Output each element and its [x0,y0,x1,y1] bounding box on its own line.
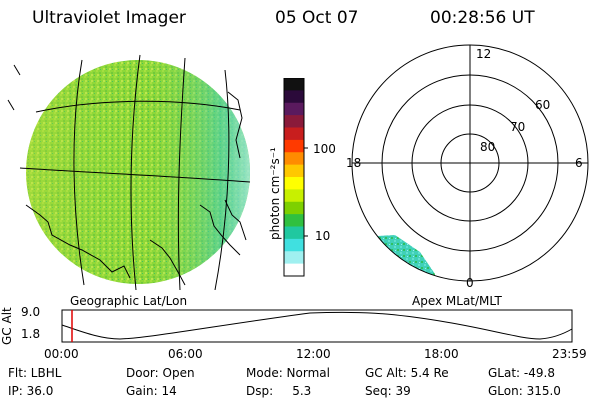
info-dsp: Dsp: 5.3 [246,384,312,398]
colorbar-segment [284,127,304,141]
colorbar-segment [284,226,304,240]
colorbar-segment [284,102,304,116]
time: 00:28:56 UT [430,8,535,28]
date: 05 Oct 07 [275,8,359,28]
colorbar-segment [284,251,304,265]
colorbar [283,78,308,277]
globe-disk [26,60,250,284]
altitude-xtick-4: 23:59 [552,347,587,361]
mlat-label-80: 80 [480,140,496,154]
info-mode: Mode: Normal [246,366,330,380]
info-ip: IP: 36.0 [8,384,54,398]
info-glat: GLat: -49.8 [488,366,555,380]
globe-image [7,54,251,290]
colorbar-segment [284,189,304,203]
colorbar-tick-label-10: 10 [315,229,331,243]
mlt-label-18: 18 [346,156,362,170]
colorbar-segment [284,164,304,178]
colorbar-segment [284,238,304,252]
colorbar-segment [284,78,304,91]
altitude-ytick-1.8: 1.8 [21,327,41,341]
altitude-plot-frame [61,309,573,343]
colorbar-segment [284,139,304,153]
altitude-ylabel: GC Alt [0,307,14,345]
coastlines [7,64,247,286]
info-gain: Gain: 14 [126,384,177,398]
title: Ultraviolet Imager [32,8,186,28]
lat-lon-grid [19,54,251,290]
mlt-label-12: 12 [476,47,492,61]
mlat-label-70: 70 [510,120,526,134]
altitude-xtick-3: 18:00 [424,347,459,361]
info-door: Door: Open [126,366,195,380]
left-panel-caption: Geographic Lat/Lon [70,294,188,308]
colorbar-unit-label: photon cm⁻²s⁻¹ [268,147,282,240]
info-glon: GLon: 315.0 [488,384,561,398]
colorbar-segment [284,177,304,190]
colorbar-tick-label-100: 100 [313,142,336,156]
colorbar-segment [284,90,304,104]
polar-data-patch [360,235,435,281]
polar-grid [351,44,589,282]
polar-plot [351,44,589,282]
colorbar-segment [284,214,304,228]
mlat-label-60: 60 [535,98,551,112]
info-gc-alt: GC Alt: 5.4 Re [365,366,449,380]
altitude-xtick-2: 12:00 [296,347,331,361]
colorbar-segment [284,152,304,166]
altitude-plot [61,309,573,343]
altitude-curve [61,311,573,340]
colorbar-segment [284,115,304,129]
altitude-ytick-9: 9.0 [21,305,41,319]
colorbar-segment [284,201,304,215]
mlt-label-0: 0 [466,276,474,290]
altitude-xtick-0: 00:00 [44,347,79,361]
colorbar-frame [283,78,305,277]
colorbar-gradient [284,78,304,277]
colorbar-segment [284,263,304,277]
info-seq: Seq: 39 [365,384,411,398]
info-flt: Flt: LBHL [8,366,62,380]
altitude-xtick-1: 06:00 [168,347,203,361]
right-panel-caption: Apex MLat/MLT [412,294,502,308]
mlt-label-6: 6 [575,156,583,170]
